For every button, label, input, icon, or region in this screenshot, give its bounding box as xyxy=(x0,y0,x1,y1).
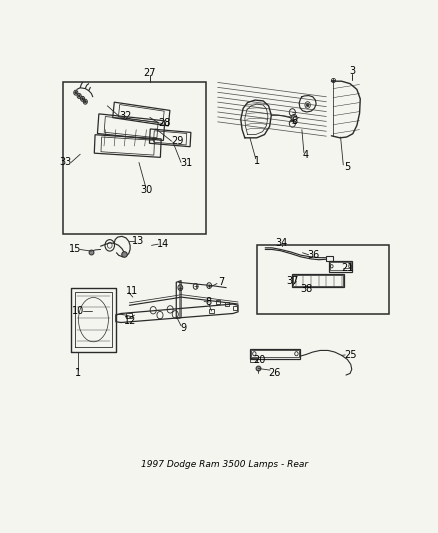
Bar xyxy=(330,262,351,270)
Text: 1: 1 xyxy=(254,156,260,166)
Bar xyxy=(209,309,214,313)
Bar xyxy=(329,261,352,272)
Text: 5: 5 xyxy=(344,163,350,172)
Text: 15: 15 xyxy=(69,245,81,254)
Text: 11: 11 xyxy=(126,286,138,295)
Text: 7: 7 xyxy=(218,277,224,287)
Text: 25: 25 xyxy=(344,350,357,360)
Text: 6: 6 xyxy=(291,116,297,126)
Circle shape xyxy=(84,101,86,103)
Circle shape xyxy=(78,95,80,97)
Text: 36: 36 xyxy=(307,250,320,260)
Text: 29: 29 xyxy=(171,136,183,146)
Text: 32: 32 xyxy=(119,111,131,122)
Text: 21: 21 xyxy=(341,263,353,272)
Bar xyxy=(63,83,206,235)
Text: 13: 13 xyxy=(132,236,144,246)
Circle shape xyxy=(81,98,84,100)
Text: 28: 28 xyxy=(158,118,170,127)
Bar xyxy=(257,245,389,314)
Text: 30: 30 xyxy=(140,185,152,195)
Bar xyxy=(251,350,299,358)
Text: 3: 3 xyxy=(350,66,356,76)
Text: 4: 4 xyxy=(302,150,308,160)
Bar xyxy=(293,276,343,286)
Bar xyxy=(250,349,300,359)
Text: 26: 26 xyxy=(268,368,281,377)
Text: 37: 37 xyxy=(286,277,299,286)
Bar xyxy=(126,313,132,318)
Text: 14: 14 xyxy=(157,239,170,249)
Text: 8: 8 xyxy=(205,296,211,306)
Text: 10: 10 xyxy=(72,305,84,316)
Circle shape xyxy=(306,103,309,107)
Text: 12: 12 xyxy=(124,316,136,326)
Text: 31: 31 xyxy=(180,158,193,168)
Text: 1: 1 xyxy=(75,368,81,377)
Bar xyxy=(292,274,344,287)
Text: 1997 Dodge Ram 3500 Lamps - Rear: 1997 Dodge Ram 3500 Lamps - Rear xyxy=(141,460,308,469)
Bar xyxy=(250,358,257,362)
Text: 34: 34 xyxy=(276,238,288,248)
Text: 27: 27 xyxy=(144,68,156,78)
Text: 33: 33 xyxy=(60,157,72,167)
Bar xyxy=(325,256,333,261)
Text: 38: 38 xyxy=(300,284,312,294)
Text: 9: 9 xyxy=(180,323,186,333)
Circle shape xyxy=(75,92,77,94)
Text: 20: 20 xyxy=(253,355,265,365)
